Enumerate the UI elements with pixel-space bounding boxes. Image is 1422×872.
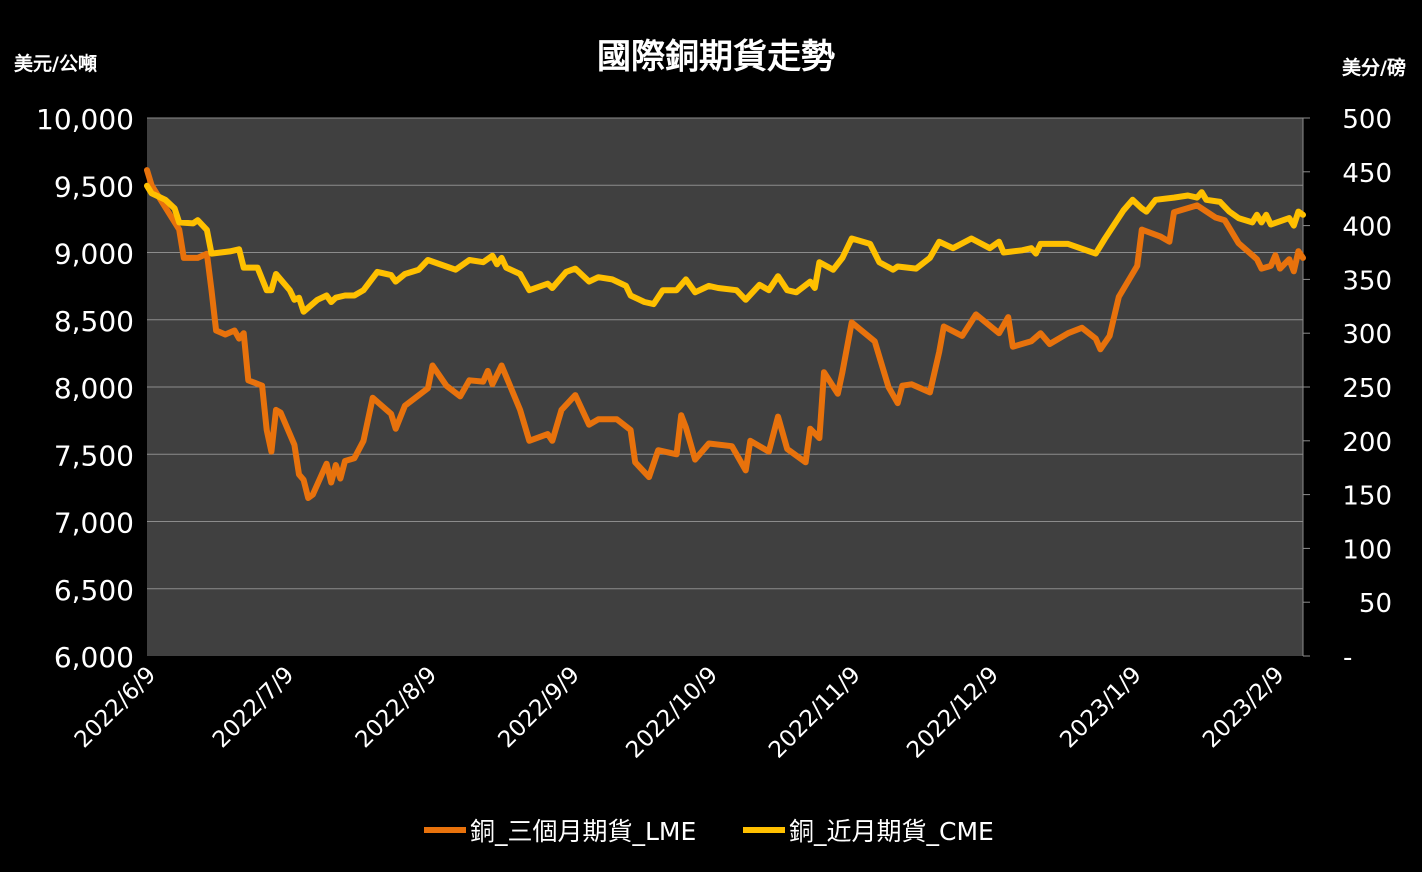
legend-label-lme: 銅_三個月期貨_LME	[470, 817, 696, 846]
legend-item-lme: 銅_三個月期貨_LME	[424, 817, 696, 846]
left-axis-label: 美元/公噸	[14, 52, 97, 75]
left-tick-label: 8,500	[54, 305, 134, 338]
right-tick-label: 350	[1342, 266, 1392, 296]
gridlines	[147, 117, 1303, 590]
legend: 銅_三個月期貨_LME 銅_近月期貨_CME	[424, 817, 994, 846]
right-tick-label: 50	[1359, 589, 1392, 619]
right-tick-label: 200	[1342, 428, 1392, 458]
left-tick-label: 6,000	[54, 641, 134, 674]
left-tick-label: 7,000	[54, 507, 134, 540]
left-tick-label: 7,500	[54, 439, 134, 472]
right-tick-label: 500	[1342, 105, 1392, 135]
left-tick-label: 8,000	[54, 372, 134, 405]
right-tick-label: 300	[1342, 320, 1392, 350]
left-tick-label: 6,500	[54, 574, 134, 607]
right-tick-label: 250	[1342, 374, 1392, 404]
right-axis-label: 美分/磅	[1342, 56, 1406, 79]
legend-label-cme: 銅_近月期貨_CME	[789, 817, 994, 846]
right-tick-label: -	[1343, 643, 1352, 673]
legend-item-cme: 銅_近月期貨_CME	[743, 817, 994, 846]
chart-title: 國際銅期貨走勢	[597, 37, 835, 77]
left-tick-label: 9,000	[54, 238, 134, 271]
right-axis-tick-labels: -50 100 150 200 250 300 350 400 450 500	[1342, 105, 1392, 673]
series-line-lme	[144, 167, 1306, 501]
right-tick-label: 450	[1342, 159, 1392, 189]
left-tick-label: 9,500	[54, 170, 134, 203]
left-tick-label: 10,000	[36, 103, 134, 136]
series-line-cme	[144, 182, 1306, 315]
right-axis-tick-marks	[1303, 117, 1310, 657]
right-tick-label: 150	[1342, 482, 1392, 512]
left-axis-tick-labels: 6,000 6,500 7,000 7,500 8,000 8,500 9,000 9,500…	[36, 103, 134, 674]
series-lines	[144, 167, 1306, 501]
right-tick-label: 100	[1342, 535, 1392, 565]
right-tick-label: 400	[1342, 213, 1392, 243]
